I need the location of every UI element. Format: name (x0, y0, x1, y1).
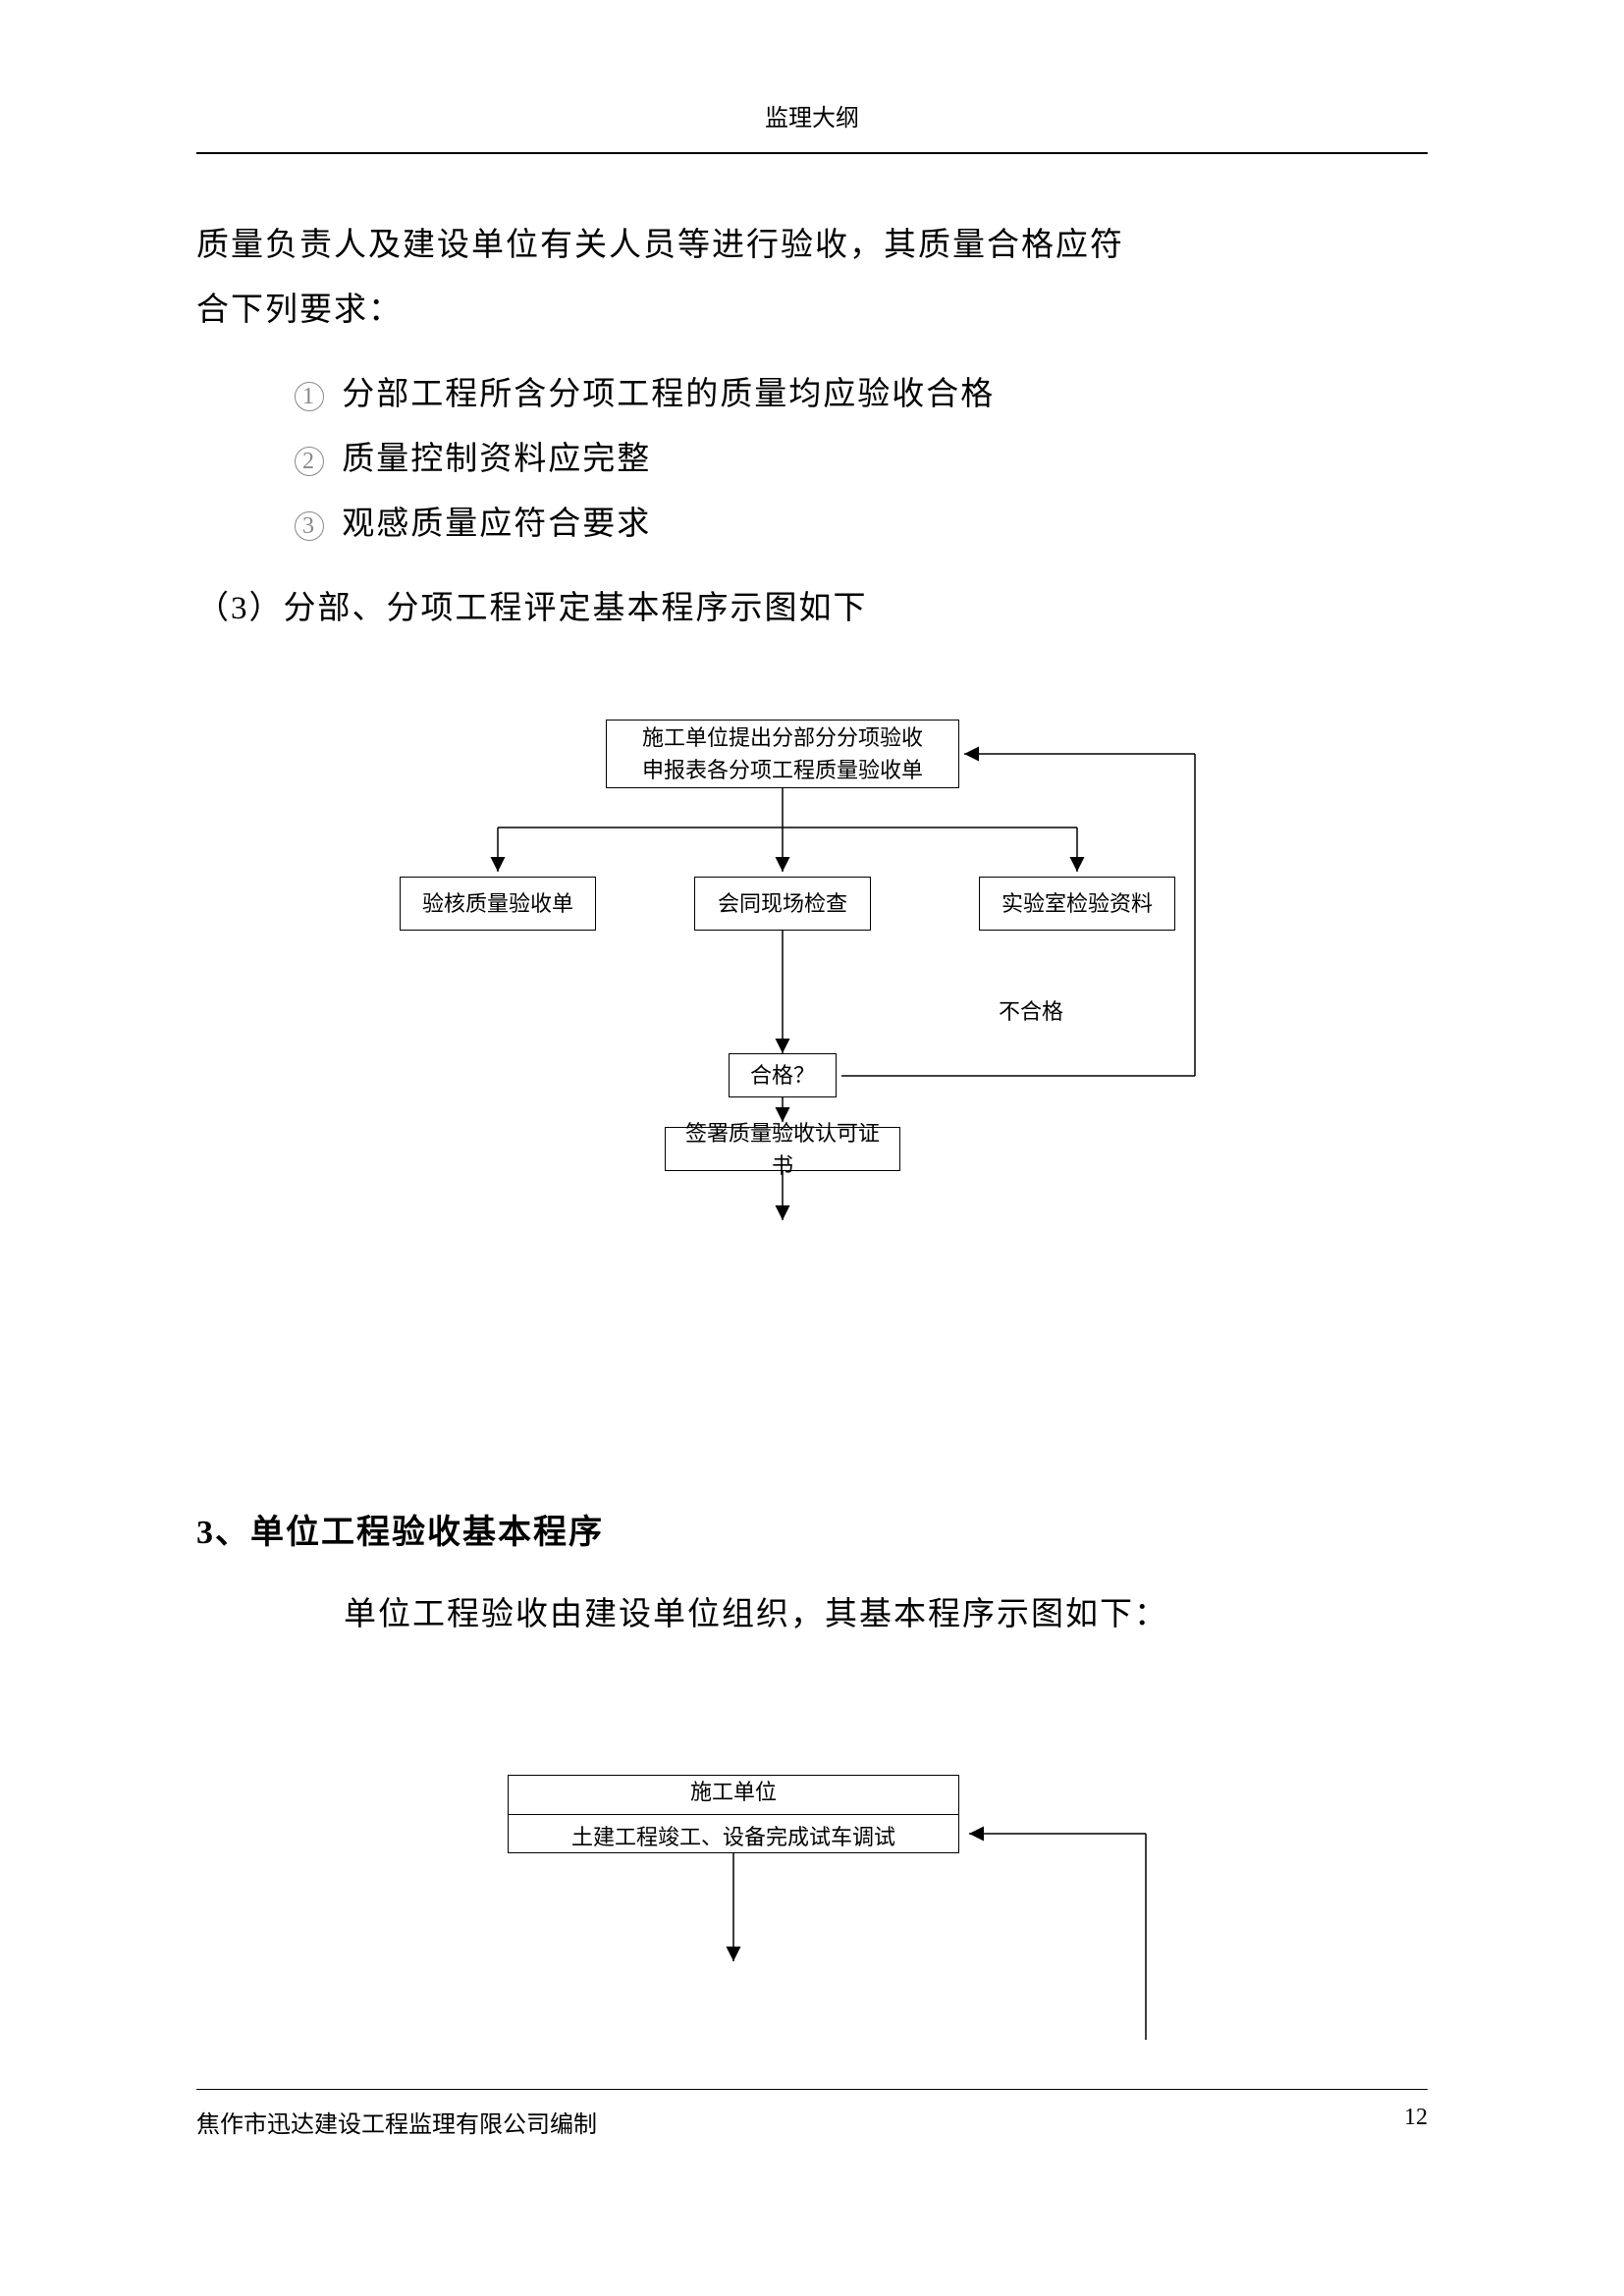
intro-line1: 质量负责人及建设单位有关人员等进行验收，其质量合格应符 (196, 213, 1428, 278)
flow2-box-title: 施工单位 (509, 1770, 958, 1815)
section-3-heading: 3、单位工程验收基本程序 (196, 1505, 1428, 1553)
flow1-box-bottom: 签署质量验收认可证书 (665, 1127, 900, 1171)
flowchart-1: 施工单位提出分部分分项验收 申报表各分项工程质量验收单 验核质量验收单 会同现场… (370, 700, 1254, 1289)
flow1-box-left: 验核质量验收单 (400, 877, 596, 931)
bullet-3: 3 观感质量应符合要求 (295, 492, 1428, 557)
bullet-list: 1 分部工程所含分项工程的质量均应验收合格 2 质量控制资料应完整 3 观感质量… (196, 362, 1428, 557)
page-header: 监理大纲 (196, 98, 1428, 154)
flow1-fail-label: 不合格 (999, 994, 1063, 1026)
flow1-top-line2: 申报表各分项工程质量验收单 (642, 754, 923, 786)
intro-line2: 合下列要求： (196, 278, 1428, 343)
circled-2-icon: 2 (295, 447, 324, 476)
flow1-box-top: 施工单位提出分部分分项验收 申报表各分项工程质量验收单 (606, 720, 959, 788)
section-3-text: 单位工程验收由建设单位组织，其基本程序示图如下： (196, 1582, 1428, 1647)
intro-paragraph: 质量负责人及建设单位有关人员等进行验收，其质量合格应符 合下列要求： (196, 213, 1428, 343)
flow1-decision: 合格？ (729, 1053, 837, 1097)
flow1-top-line1: 施工单位提出分部分分项验收 (642, 721, 923, 754)
circled-3-icon: 3 (295, 511, 324, 541)
flowchart-2: 施工单位 土建工程竣工、设备完成试车调试 (370, 1765, 1254, 2040)
footer-left: 焦作市迅达建设工程监理有限公司编制 (196, 2105, 597, 2139)
bullet-2: 2 质量控制资料应完整 (295, 427, 1428, 492)
flow2-box: 施工单位 土建工程竣工、设备完成试车调试 (508, 1775, 959, 1853)
bullet-3-text: 观感质量应符合要求 (342, 507, 651, 542)
flow1-box-right: 实验室检验资料 (979, 877, 1175, 931)
bullet-1-text: 分部工程所含分项工程的质量均应验收合格 (342, 377, 995, 412)
footer-page-number: 12 (1404, 2105, 1428, 2139)
page-footer: 焦作市迅达建设工程监理有限公司编制 12 (196, 2089, 1428, 2139)
bullet-1: 1 分部工程所含分项工程的质量均应验收合格 (295, 362, 1428, 427)
bullet-2-text: 质量控制资料应完整 (342, 442, 651, 477)
subheading-3: （3）分部、分项工程评定基本程序示图如下 (196, 576, 1428, 641)
flow2-box-sub: 土建工程竣工、设备完成试车调试 (509, 1815, 958, 1859)
circled-1-icon: 1 (295, 382, 324, 411)
header-title: 监理大纲 (765, 106, 859, 132)
flow1-box-mid: 会同现场检查 (694, 877, 871, 931)
